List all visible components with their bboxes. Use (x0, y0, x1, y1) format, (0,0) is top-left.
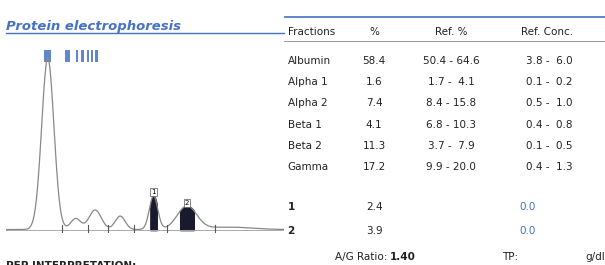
Text: 2: 2 (185, 200, 189, 206)
Text: 6.8 - 10.3: 6.8 - 10.3 (426, 120, 476, 130)
Text: Beta 1: Beta 1 (287, 120, 321, 130)
Text: Alpha 1: Alpha 1 (287, 77, 327, 87)
Text: g/dl: g/dl (585, 252, 605, 262)
Text: 4.1: 4.1 (366, 120, 382, 130)
Text: Albumin: Albumin (287, 56, 331, 66)
Text: 1: 1 (151, 189, 156, 195)
Text: %: % (369, 27, 379, 37)
Text: 1.7 -  4.1: 1.7 - 4.1 (428, 77, 474, 87)
Text: 8.4 - 15.8: 8.4 - 15.8 (426, 98, 476, 108)
Text: 2.4: 2.4 (366, 202, 382, 212)
Text: A/G Ratio:: A/G Ratio: (335, 252, 390, 262)
Text: Ref. Conc.: Ref. Conc. (521, 27, 573, 37)
Text: 7.4: 7.4 (366, 98, 382, 108)
Text: Ref. %: Ref. % (435, 27, 467, 37)
Text: 0.0: 0.0 (520, 226, 536, 236)
Text: 3.9: 3.9 (366, 226, 382, 236)
Text: Beta 2: Beta 2 (287, 141, 321, 151)
Text: 9.9 - 20.0: 9.9 - 20.0 (426, 162, 476, 172)
Text: 50.4 - 64.6: 50.4 - 64.6 (423, 56, 479, 66)
Text: 0.4 -  0.8: 0.4 - 0.8 (526, 120, 573, 130)
Text: PEP INTERPRETATION:: PEP INTERPRETATION: (6, 261, 136, 265)
Bar (76, 50, 78, 62)
Text: 0.1 -  0.5: 0.1 - 0.5 (526, 141, 573, 151)
Bar (44, 50, 51, 62)
Bar (87, 50, 89, 62)
Text: 11.3: 11.3 (362, 141, 386, 151)
Text: 0.4 -  1.3: 0.4 - 1.3 (526, 162, 573, 172)
Text: 58.4: 58.4 (362, 56, 386, 66)
Text: 0.1 -  0.2: 0.1 - 0.2 (526, 77, 573, 87)
Text: 3.7 -  7.9: 3.7 - 7.9 (428, 141, 474, 151)
Text: 0.5 -  1.0: 0.5 - 1.0 (526, 98, 573, 108)
Text: 0.0: 0.0 (520, 202, 536, 212)
Bar (91, 50, 93, 62)
Text: Alpha 2: Alpha 2 (287, 98, 327, 108)
Text: 2: 2 (287, 226, 295, 236)
Text: 1.40: 1.40 (390, 252, 416, 262)
Bar (82, 50, 83, 62)
Text: Fractions: Fractions (287, 27, 335, 37)
Bar (65, 50, 70, 62)
Text: TP:: TP: (502, 252, 518, 262)
Text: Protein electrophoresis: Protein electrophoresis (6, 20, 181, 33)
Text: Gamma: Gamma (287, 162, 329, 172)
Text: 3.8 -  6.0: 3.8 - 6.0 (526, 56, 573, 66)
Text: 1: 1 (287, 202, 295, 212)
Text: 1.6: 1.6 (366, 77, 382, 87)
Bar (95, 50, 98, 62)
Text: 17.2: 17.2 (362, 162, 386, 172)
